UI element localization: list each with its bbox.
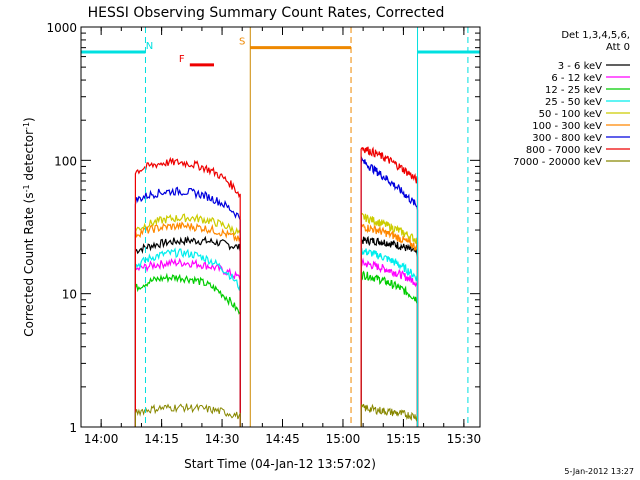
x-tick-label: 15:15 bbox=[386, 432, 421, 446]
series-line bbox=[360, 403, 418, 427]
flag-label: N bbox=[146, 41, 153, 52]
series-line bbox=[360, 155, 419, 427]
series-line bbox=[134, 257, 241, 427]
series-line bbox=[360, 257, 419, 427]
legend-label: 6 - 12 keV bbox=[551, 73, 602, 84]
footer-timestamp: 5-Jan-2012 13:27 bbox=[564, 467, 634, 476]
y-axis-label: Corrected Count Rate (s-1 detector-1) bbox=[22, 117, 37, 336]
x-tick-label: 15:00 bbox=[326, 432, 361, 446]
flag-label: S bbox=[239, 37, 245, 48]
series-line bbox=[360, 223, 419, 427]
series-line bbox=[134, 213, 241, 427]
series-line bbox=[134, 221, 241, 427]
legend-label: 7000 - 20000 keV bbox=[513, 157, 602, 168]
series-line bbox=[134, 235, 241, 427]
legend-label: 12 - 25 keV bbox=[545, 85, 602, 96]
series-line bbox=[134, 403, 241, 427]
flag-label: F bbox=[179, 54, 185, 65]
y-tick-label: 10 bbox=[62, 288, 77, 302]
series-line bbox=[360, 235, 419, 427]
legend-label: 300 - 800 keV bbox=[532, 133, 602, 144]
legend-header-detectors: Det 1,3,4,5,6, bbox=[561, 30, 630, 41]
x-tick-label: 15:30 bbox=[447, 432, 482, 446]
legend-label: 3 - 6 keV bbox=[558, 61, 602, 72]
x-axis-label: Start Time (04-Jan-12 13:57:02) bbox=[184, 457, 376, 471]
x-tick-label: 14:15 bbox=[144, 432, 179, 446]
series-line bbox=[134, 247, 241, 427]
y-tick-label: 100 bbox=[54, 154, 77, 168]
series-line bbox=[134, 186, 241, 427]
legend-label: 100 - 300 keV bbox=[532, 121, 602, 132]
x-tick-label: 14:45 bbox=[265, 432, 300, 446]
series-line bbox=[360, 270, 419, 427]
x-tick-label: 14:30 bbox=[205, 432, 240, 446]
x-tick-label: 14:00 bbox=[84, 432, 119, 446]
y-axis: 1 10 100 1000 bbox=[46, 21, 480, 435]
series-line bbox=[360, 248, 419, 427]
legend-header-attenuator: Att 0 bbox=[606, 42, 630, 53]
y-tick-label: 1000 bbox=[46, 21, 77, 35]
legend-label: 50 - 100 keV bbox=[539, 109, 603, 120]
legend-label: 800 - 7000 keV bbox=[526, 145, 602, 156]
series-line bbox=[360, 146, 419, 427]
data-layer bbox=[134, 146, 419, 427]
series-line bbox=[134, 156, 241, 427]
flag-layer: N F S bbox=[80, 27, 480, 427]
plot-frame bbox=[80, 26, 481, 428]
series-line bbox=[134, 272, 241, 427]
y-tick-label: 1 bbox=[69, 421, 77, 435]
x-axis: 14:00 14:15 14:30 14:45 15:00 15:15 15:30 bbox=[84, 27, 481, 446]
chart-title: HESSI Observing Summary Count Rates, Cor… bbox=[88, 5, 445, 21]
legend-label: 25 - 50 keV bbox=[545, 97, 602, 108]
